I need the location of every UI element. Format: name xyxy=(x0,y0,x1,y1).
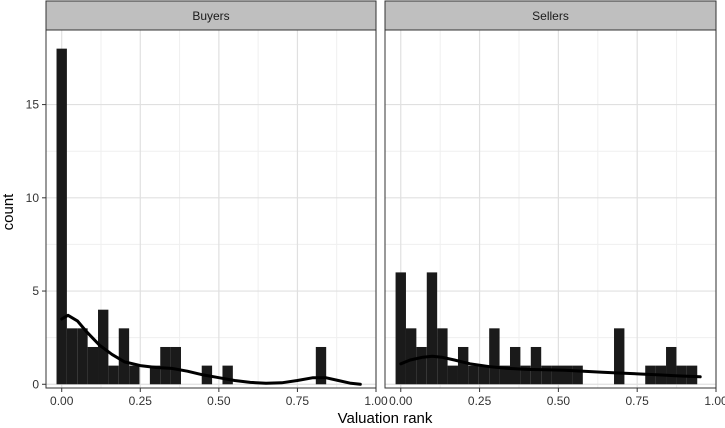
y-tick-label: 0 xyxy=(32,377,39,391)
histogram-bar xyxy=(426,272,438,385)
histogram-bar xyxy=(457,346,469,385)
histogram-bar xyxy=(572,365,583,385)
histogram-bar xyxy=(530,346,542,385)
histogram-bar xyxy=(499,365,510,385)
histogram-bar xyxy=(222,365,233,385)
histogram-bar xyxy=(520,365,531,385)
x-tick-label: 0.00 xyxy=(50,394,74,408)
histogram-bar xyxy=(405,328,417,385)
facet-strip xyxy=(45,0,377,31)
facet-strip-label: Buyers xyxy=(192,9,229,23)
y-tick-label: 5 xyxy=(32,284,39,298)
histogram-bar xyxy=(395,272,406,385)
panels-layer: Buyers 0.00 0.25 0.50 0.75 1.00 0 5 10 15 Sellers 0… xyxy=(26,0,725,408)
histogram-bar xyxy=(56,48,67,385)
histogram-bar xyxy=(447,365,458,385)
histogram-bar xyxy=(87,346,99,385)
histogram-bar xyxy=(129,365,140,385)
facet-panel-buyers: Buyers 0.00 0.25 0.50 0.75 1.00 0 5 10 15 xyxy=(26,0,388,408)
histogram-bar xyxy=(416,346,427,385)
x-tick-label: 0.50 xyxy=(547,394,571,408)
facet-panel-sellers: Sellers 0.00 0.25 0.50 0.75 1.00 xyxy=(384,0,725,408)
x-tick-label: 0.50 xyxy=(207,394,231,408)
y-axis-title: count xyxy=(0,193,17,231)
x-tick-label: 0.00 xyxy=(389,394,413,408)
x-tick-label: 1.00 xyxy=(704,394,725,408)
x-tick-label: 0.75 xyxy=(286,394,310,408)
density-line xyxy=(60,313,362,386)
x-tick-label: 0.25 xyxy=(129,394,153,408)
x-tick-label: 1.00 xyxy=(364,394,388,408)
x-axis-title: Valuation rank xyxy=(338,410,433,427)
histogram-bar xyxy=(149,365,161,385)
density-line xyxy=(399,354,702,379)
histogram-bar xyxy=(77,328,88,385)
y-tick-label: 15 xyxy=(26,98,40,112)
histogram-bar xyxy=(315,346,327,385)
panel-border xyxy=(384,29,717,389)
histogram-bar xyxy=(541,365,552,385)
x-tick-label: 0.25 xyxy=(468,394,492,408)
facet-strip xyxy=(384,0,717,31)
panel-border xyxy=(45,29,377,389)
histogram-bar xyxy=(686,365,698,385)
histogram-bar xyxy=(509,346,521,385)
histogram-bar xyxy=(551,365,563,385)
plot-background xyxy=(46,30,376,388)
histogram-bar xyxy=(562,365,573,385)
histogram-bar xyxy=(108,365,119,385)
y-tick-label: 10 xyxy=(26,191,40,205)
histogram-bar xyxy=(666,346,677,385)
histogram-bar xyxy=(118,328,130,385)
histogram-bar xyxy=(478,365,490,385)
histogram-bar xyxy=(160,346,171,385)
histogram-bar xyxy=(614,328,625,385)
facet-strip-label: Sellers xyxy=(532,9,569,23)
histogram-bar xyxy=(489,328,500,385)
histogram-bar xyxy=(170,346,181,385)
histogram-bar xyxy=(66,328,78,385)
x-tick-label: 0.75 xyxy=(626,394,650,408)
histogram-bar xyxy=(468,365,479,385)
